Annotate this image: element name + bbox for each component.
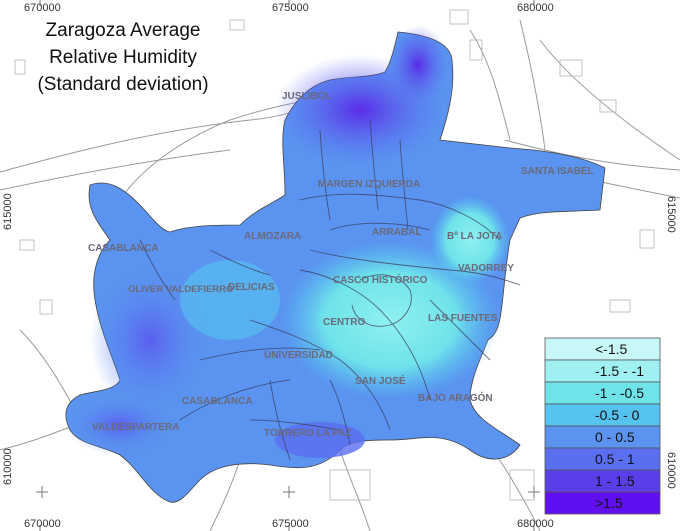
district-arrabal: ARRABAL xyxy=(372,227,421,238)
legend-label: 1 - 1.5 xyxy=(595,473,635,489)
district-casablanca: CASABLANCA xyxy=(182,396,253,407)
district-bajo-aragon: BAJO ARAGÓN xyxy=(418,391,493,404)
district-universidad: UNIVERSIDAD xyxy=(264,350,333,361)
district-vadorrey: VADORREY xyxy=(458,263,514,274)
legend-swatch xyxy=(544,491,661,515)
coord-labels-right: 615000 610000 xyxy=(665,196,677,489)
coord-right-1: 615000 xyxy=(665,196,677,233)
district-valdespartera: VALDESPARTERA xyxy=(92,422,179,433)
district-juslibol: JUSLIBOL xyxy=(282,91,331,102)
title-line-2: Relative Humidity xyxy=(49,47,197,68)
delicias-zone xyxy=(180,260,280,340)
coord-left-2: 610000 xyxy=(2,448,14,485)
legend-label: <-1.5 xyxy=(595,341,628,357)
coord-labels-bottom: 670000 675000 680000 xyxy=(24,518,554,530)
legend: <-1.5 -1.5 - -1 -1 - -0.5 -0.5 - 0 0 - 0.5 0.… xyxy=(544,337,661,515)
district-casablanca-west: CASABLANCA xyxy=(88,243,159,254)
legend-label: 0 - 0.5 xyxy=(595,429,635,445)
district-almozara: ALMOZARA xyxy=(244,231,301,242)
district-margen-izquierda: MARGEN IZQUIERDA xyxy=(318,179,420,190)
coord-top-3: 680000 xyxy=(517,2,554,14)
coord-top-2: 675000 xyxy=(272,2,309,14)
legend-label: >1.5 xyxy=(595,495,623,511)
coord-right-2: 610000 xyxy=(665,452,677,489)
coord-left-1: 615000 xyxy=(2,193,14,230)
southwest-zone xyxy=(65,395,175,455)
legend-label: -1.5 - -1 xyxy=(595,363,644,379)
coord-top-1: 670000 xyxy=(24,2,61,14)
coord-bottom-2: 675000 xyxy=(272,518,309,530)
title-line-3: (Standard deviation) xyxy=(37,74,208,95)
title-line-1: Zaragoza Average xyxy=(46,20,201,41)
district-torrero-la-paz: TORRERO LA PAZ xyxy=(264,428,352,439)
coord-bottom-3: 680000 xyxy=(517,518,554,530)
coord-bottom-1: 670000 xyxy=(24,518,61,530)
city-streets xyxy=(139,119,521,461)
district-casco-historico: CASCO HISTÓRICO xyxy=(333,273,428,286)
legend-label: -0.5 - 0 xyxy=(595,407,640,423)
district-oliver-valdefierro: OLIVER VALDEFIERRO xyxy=(128,284,233,295)
district-la-jota: Bº LA JOTA xyxy=(447,231,502,242)
coord-labels-left: 615000 610000 xyxy=(2,193,14,485)
map-title: Zaragoza Average Relative Humidity (Stan… xyxy=(37,20,208,95)
coord-labels-top: 670000 675000 680000 xyxy=(24,2,554,14)
west-zone xyxy=(90,265,210,415)
legend-label: -1 - -0.5 xyxy=(595,385,644,401)
district-delicias: DELICIAS xyxy=(228,282,275,293)
frame-ticks xyxy=(36,0,540,531)
east-zone xyxy=(430,195,510,285)
district-santa-isabel: SANTA ISABEL xyxy=(521,166,594,177)
district-labels: JUSLIBOL MARGEN IZQUIERDA SANTA ISABEL A… xyxy=(88,91,594,439)
district-centro: CENTRO xyxy=(323,317,365,328)
district-las-fuentes: LAS FUENTES xyxy=(428,313,498,324)
legend-label: 0.5 - 1 xyxy=(595,451,635,467)
district-san-jose: SAN JOSÉ xyxy=(355,374,406,387)
juslibol-zone xyxy=(388,25,448,105)
south-zone xyxy=(275,422,365,458)
